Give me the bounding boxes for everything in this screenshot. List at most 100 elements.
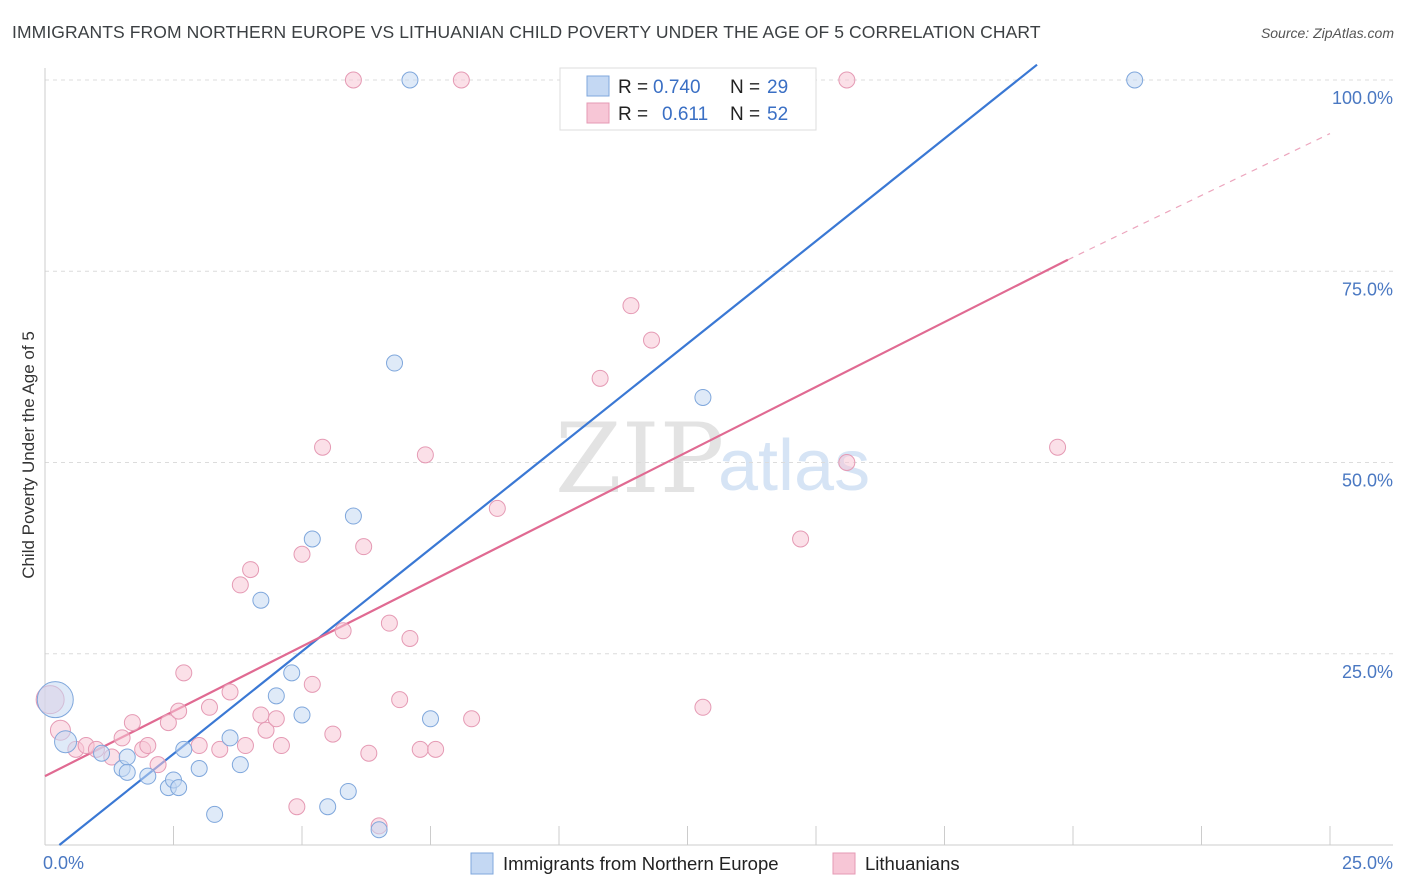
lithuanians-point-7 — [123, 714, 141, 732]
northern-europe-point-19 — [303, 530, 321, 548]
lithuanians-point-9 — [139, 737, 157, 755]
correlation-legend: R = 0.740 N = 29 R = 0.611 N = 52 — [559, 67, 817, 131]
lithuanians-point-28 — [314, 438, 332, 456]
lithuanians-point-33 — [360, 744, 378, 762]
lithuanians-point-13 — [175, 664, 193, 682]
lithuanians-point-17 — [221, 683, 239, 701]
lithuanians-points — [35, 71, 1067, 835]
lithuanians-point-43 — [488, 499, 506, 517]
y-tick-label-50: 50.0% — [1342, 471, 1393, 491]
chart-title: IMMIGRANTS FROM NORTHERN EUROPE VS LITHU… — [12, 22, 1041, 42]
lithuanians-point-49 — [838, 454, 856, 471]
bottom-legend-swatch-pink — [832, 852, 856, 875]
y-tick-labels: 100.0% 75.0% 50.0% 25.0% — [1332, 88, 1393, 682]
lithuanians-point-6 — [113, 729, 131, 747]
lithuanians-point-44 — [591, 369, 609, 387]
lithuanians-point-23 — [267, 710, 285, 728]
northern-europe-point-23 — [370, 821, 388, 839]
lithuanians-point-38 — [411, 740, 429, 758]
northern-europe-point-11 — [190, 760, 208, 777]
northern-europe-point-2 — [93, 744, 111, 762]
northern-europe-point-27 — [694, 388, 712, 406]
lithuanians-point-18 — [231, 576, 249, 594]
regression-line-lithuanians — [44, 258, 1069, 778]
lithuanians-point-31 — [344, 71, 362, 89]
lithuanians-point-20 — [242, 561, 260, 579]
watermark-zip: ZIP — [555, 403, 724, 515]
lithuanians-point-48 — [792, 530, 810, 548]
northern-europe-point-9 — [170, 779, 188, 797]
legend-r-label-blue: R = — [618, 77, 648, 98]
northern-europe-point-0 — [36, 681, 74, 719]
northern-europe-points — [36, 71, 1144, 839]
lithuanians-point-12 — [170, 702, 188, 720]
northern-europe-point-4 — [118, 748, 136, 766]
northern-europe-point-15 — [252, 591, 270, 609]
regression-extension-lithuanians — [1067, 133, 1331, 261]
legend-r-label-pink: R = — [618, 104, 648, 125]
x-tick-label-1: 25.0% — [1342, 853, 1393, 873]
x-tick-label-0: 0.0% — [43, 853, 84, 873]
y-axis-title: Child Poverty Under the Age of 5 — [19, 331, 38, 579]
lithuanians-point-21 — [252, 706, 270, 724]
lithuanians-point-37 — [401, 629, 419, 647]
lithuanians-point-50 — [838, 71, 856, 89]
lithuanians-point-42 — [463, 710, 481, 728]
lithuanians-point-51 — [1049, 438, 1067, 456]
regression-lines — [44, 63, 1331, 846]
legend-n-label-blue: N = — [730, 77, 760, 98]
bottom-legend-label-blue: Immigrants from Northern Europe — [503, 853, 779, 874]
source-credit: Source: ZipAtlas.com — [1260, 25, 1394, 41]
legend-n-value-pink: 52 — [767, 104, 788, 125]
lithuanians-point-16 — [211, 740, 229, 758]
regression-line-northern-europe — [58, 63, 1038, 846]
y-tick-label-100: 100.0% — [1332, 88, 1393, 108]
legend-swatch-blue — [586, 75, 610, 97]
lithuanians-point-10 — [149, 756, 167, 774]
lithuanians-point-27 — [303, 675, 321, 693]
northern-europe-point-28 — [1126, 71, 1144, 89]
northern-europe-point-18 — [293, 706, 311, 724]
axes — [44, 68, 1393, 846]
lithuanians-point-32 — [355, 538, 373, 556]
lithuanians-point-45 — [622, 297, 640, 315]
northern-europe-point-25 — [401, 71, 419, 89]
lithuanians-point-26 — [293, 545, 311, 563]
lithuanians-point-14 — [190, 737, 208, 755]
lithuanians-point-11 — [159, 714, 177, 732]
y-tick-label-75: 75.0% — [1342, 279, 1393, 299]
northern-europe-point-6 — [139, 767, 157, 785]
lithuanians-point-15 — [200, 698, 218, 716]
legend-n-label-pink: N = — [730, 104, 760, 125]
legend-r-value-blue: 0.740 — [653, 77, 701, 98]
northern-europe-point-5 — [118, 763, 136, 781]
northern-europe-point-17 — [283, 664, 301, 682]
lithuanians-point-40 — [427, 740, 445, 758]
northern-europe-point-12 — [206, 805, 224, 823]
legend-r-value-pink: 0.611 — [662, 104, 708, 125]
lithuanians-point-30 — [334, 622, 352, 640]
y-tick-label-25: 25.0% — [1342, 662, 1393, 682]
lithuanians-point-29 — [324, 725, 342, 743]
bottom-legend-label-pink: Lithuanians — [865, 853, 960, 874]
lithuanians-point-47 — [694, 698, 712, 716]
lithuanians-point-41 — [452, 71, 470, 89]
lithuanians-point-35 — [380, 614, 398, 632]
legend-n-value-blue: 29 — [767, 77, 788, 98]
lithuanians-point-39 — [416, 446, 434, 464]
northern-europe-point-10 — [175, 740, 193, 758]
lithuanians-point-25 — [288, 798, 306, 816]
northern-europe-point-13 — [221, 729, 239, 747]
northern-europe-point-24 — [386, 354, 404, 372]
lithuanians-point-22 — [257, 721, 275, 739]
bottom-legend-swatch-blue — [470, 852, 494, 875]
northern-europe-point-16 — [267, 687, 285, 705]
lithuanians-point-24 — [272, 737, 290, 755]
lithuanians-point-36 — [391, 691, 409, 709]
lithuanians-point-46 — [643, 331, 661, 349]
northern-europe-point-20 — [319, 798, 337, 816]
northern-europe-point-14 — [231, 756, 249, 774]
lithuanians-point-19 — [236, 737, 254, 755]
northern-europe-point-21 — [339, 782, 357, 800]
